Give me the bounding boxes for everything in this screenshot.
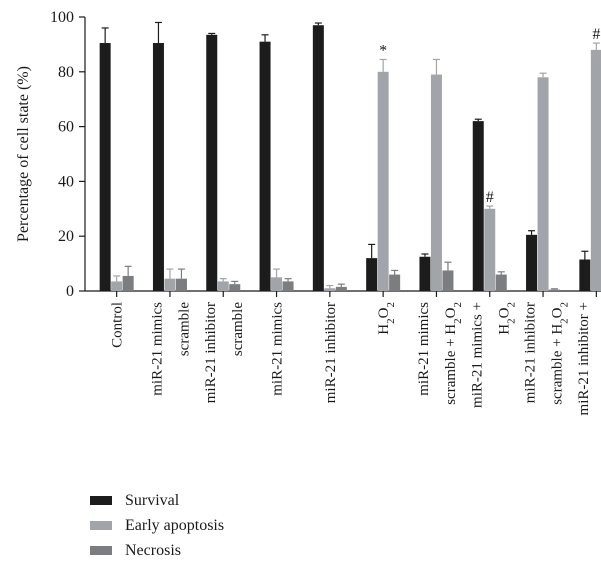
y-tick-label: 80 <box>58 64 74 81</box>
x-tick-label-line: miR-21 inhibitor + <box>576 302 592 415</box>
bar-survival <box>366 258 378 291</box>
x-tick-label-line: miR-21 mimics <box>416 302 432 396</box>
x-tick-label-line: scramble <box>176 302 192 356</box>
x-tick-label-line: scramble + H2O2 <box>550 302 571 405</box>
x-tick-label-line: miR-21 inhibitor <box>523 302 539 403</box>
bar-survival <box>526 234 538 291</box>
x-tick-label: miR-21 inhibitor +H2O2 <box>576 302 592 415</box>
bar-survival <box>472 121 484 292</box>
bar-early-apoptosis <box>271 277 283 291</box>
x-tick-label-line: miR-21 mimics + <box>469 302 485 408</box>
legend-item-survival: Survival <box>90 488 224 513</box>
x-tick-label: miR-21 mimics scramble <box>149 302 192 396</box>
legend-label-survival: Survival <box>125 491 180 509</box>
x-tick-label: Control <box>110 302 126 348</box>
bar-necrosis <box>495 274 507 291</box>
x-tick-label-line: miR-21 mimics <box>149 302 165 396</box>
bar-survival <box>152 43 164 291</box>
bar-survival <box>206 34 218 292</box>
y-tick-label: 20 <box>58 228 74 245</box>
category-labels: Control miR-21 mimics scramble miR-21 inhib… <box>110 302 592 416</box>
legend-label-necrosis: Necrosis <box>125 541 181 559</box>
y-tick-label: 100 <box>50 9 74 26</box>
x-tick-label: miR-21 mimics + H2O2 <box>469 302 517 408</box>
x-tick-label-line: miR-21 inhibitor <box>203 302 219 403</box>
bar-early-apoptosis <box>484 208 496 291</box>
bar-survival <box>312 25 324 291</box>
bar-necrosis <box>229 284 241 291</box>
bar-early-apoptosis <box>537 77 549 291</box>
y-axis-title: Percentage of cell state (%) <box>15 66 32 242</box>
x-tick-label: miR-21 mimics scramble + H2O2 <box>416 302 464 405</box>
bar-necrosis <box>389 274 401 291</box>
x-tick-label: miR-21 mimics <box>270 302 286 396</box>
legend-swatch-necrosis <box>90 546 112 555</box>
legend-item-early-apoptosis: Early apoptosis <box>90 513 224 538</box>
significance-mark: * <box>379 42 387 59</box>
x-tick-label-line: miR-21 inhibitor <box>323 302 339 403</box>
bar-necrosis <box>442 270 454 291</box>
bar-early-apoptosis <box>324 288 336 291</box>
x-tick-label-line: scramble + H2O2 <box>443 302 464 405</box>
x-tick-label: H2O2 <box>376 302 397 335</box>
bar-early-apoptosis <box>430 74 442 291</box>
bar-necrosis <box>549 289 561 291</box>
y-tick-label: 40 <box>58 173 74 190</box>
bar-survival <box>259 41 271 291</box>
bar-early-apoptosis <box>377 71 389 291</box>
x-tick-label-line: scramble <box>230 302 246 356</box>
legend-item-necrosis: Necrosis <box>90 538 224 563</box>
bar-necrosis <box>175 278 187 291</box>
x-tick-label: miR-21 inhibitor scramble <box>203 302 246 404</box>
x-axis <box>85 290 601 297</box>
y-axis: 0 20 40 60 80 100 <box>50 9 86 300</box>
y-tick-label: 0 <box>66 283 74 300</box>
bar-necrosis <box>122 275 134 291</box>
x-tick-label-line: H2O2 <box>496 302 517 335</box>
bar-early-apoptosis <box>164 278 176 291</box>
legend-swatch-early-apoptosis <box>90 521 112 530</box>
x-tick-label-line: H2O2 <box>376 302 397 335</box>
significance-mark: # <box>592 26 600 43</box>
bars: * # # <box>99 21 601 292</box>
bar-chart: 0 20 40 60 80 100 * # # Control miR-21 mimics scr… <box>15 9 601 416</box>
x-tick-label-line: Control <box>110 302 126 348</box>
x-tick-label: miR-21 inhibitor <box>323 302 339 403</box>
bar-early-apoptosis <box>217 281 229 291</box>
bar-survival <box>579 259 591 291</box>
bar-necrosis <box>335 286 347 291</box>
legend: Survival Early apoptosis Necrosis <box>90 488 224 563</box>
x-tick-label-line: miR-21 mimics <box>270 302 286 396</box>
legend-swatch-survival <box>90 496 112 505</box>
significance-mark: # <box>486 189 494 206</box>
bar-early-apoptosis <box>111 281 123 291</box>
y-tick-label: 60 <box>58 119 74 136</box>
legend-label-early-apoptosis: Early apoptosis <box>125 516 225 534</box>
bar-necrosis <box>282 281 294 291</box>
x-tick-label: miR-21 inhibitor scramble + H2O2 <box>523 302 571 405</box>
bar-survival <box>419 256 431 291</box>
bar-early-apoptosis <box>590 49 601 291</box>
bar-survival <box>99 43 111 291</box>
